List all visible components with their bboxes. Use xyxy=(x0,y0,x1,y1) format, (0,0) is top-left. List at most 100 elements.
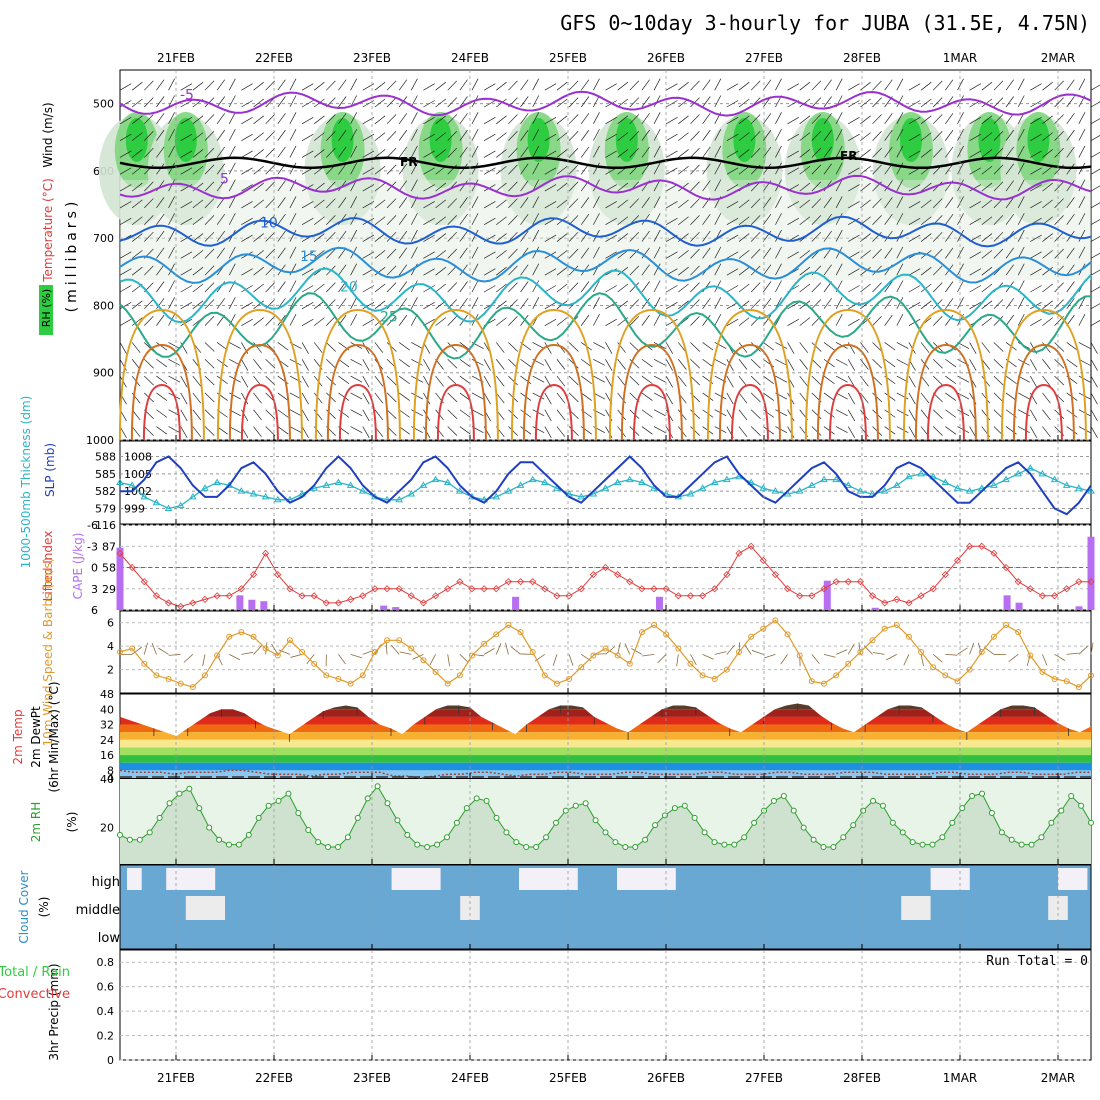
wind-barb xyxy=(471,280,479,293)
wind-barb xyxy=(678,409,687,421)
temp-tick-label: 16 xyxy=(100,749,114,762)
wind-barb xyxy=(617,199,629,209)
wind-barb xyxy=(738,216,750,226)
wind-barb xyxy=(483,392,491,405)
wind-barb xyxy=(787,302,799,310)
wind-barb xyxy=(653,280,661,293)
top-date-axis: 21FEB 22FEB 23FEB 24FEB 25FEB 26FEB 27FEB 28FEB… xyxy=(157,51,1075,65)
wind-barb xyxy=(872,282,882,293)
lifted-index-point xyxy=(1075,578,1083,586)
rh-point xyxy=(424,844,431,850)
wind-barb xyxy=(1066,264,1075,276)
wind-barb xyxy=(471,162,479,175)
wind-barb xyxy=(180,426,188,438)
wind-barb xyxy=(1005,146,1014,158)
wind-barb xyxy=(119,117,132,125)
wind-barb xyxy=(641,409,653,418)
rh-point xyxy=(652,822,659,829)
wind-barb xyxy=(520,375,532,385)
wind-barb xyxy=(993,114,1004,125)
wind-barb xyxy=(1090,252,1100,259)
wind-barb xyxy=(180,268,193,276)
wind-barb xyxy=(1018,426,1030,433)
wind-barb xyxy=(1078,112,1086,124)
wind-barb xyxy=(306,654,315,665)
rh-shade-inner xyxy=(527,118,550,162)
total-rain-label: Total / Rain xyxy=(0,965,70,980)
wind-barb xyxy=(726,83,739,91)
wind-barb xyxy=(629,114,640,125)
lifted-index-point xyxy=(541,585,549,593)
wind-barb xyxy=(835,213,843,225)
wind-barb xyxy=(848,133,860,141)
wind-barb xyxy=(653,313,661,326)
wind-barb xyxy=(629,198,640,209)
wind-barb xyxy=(119,268,132,276)
wind-barb xyxy=(326,198,336,209)
wind-barb xyxy=(532,246,540,259)
wind-barb xyxy=(799,182,811,192)
wind-barb xyxy=(1054,282,1064,293)
rh-point xyxy=(344,834,351,841)
wind-10m-label: 10m Wind Speed & Barbs (m/s) xyxy=(41,558,55,747)
wind-barb xyxy=(1090,392,1098,405)
cloud-cover-label: Cloud Cover xyxy=(17,870,31,943)
temp-tick-label: 8 xyxy=(107,764,114,777)
rh-point xyxy=(503,829,510,836)
wind-barb xyxy=(1042,317,1053,326)
wind-barb xyxy=(848,201,860,209)
wind-barb xyxy=(520,163,529,175)
wind-speed-point xyxy=(117,649,123,655)
wind-barb xyxy=(690,316,700,326)
wind-barb xyxy=(896,179,904,192)
wind-barb xyxy=(702,298,711,310)
wind-barb xyxy=(993,97,1004,108)
wind-barb xyxy=(1078,229,1086,242)
wind-barb xyxy=(277,247,286,259)
rh-shade-inner xyxy=(811,118,834,162)
rh-point xyxy=(939,834,946,841)
wind-barb xyxy=(156,281,165,293)
wind-barb xyxy=(471,263,479,276)
lifted-index-point xyxy=(213,592,221,600)
rh-point xyxy=(305,827,312,833)
wind-barb xyxy=(1078,375,1091,383)
wind-barb xyxy=(847,392,856,405)
wind-barb xyxy=(447,215,457,225)
wind-speed-point xyxy=(359,672,366,679)
wind-barb xyxy=(957,179,964,192)
wind-barb xyxy=(168,358,181,366)
wind-barb xyxy=(811,198,822,209)
wind-barb xyxy=(775,409,788,417)
thickness-point xyxy=(346,481,355,488)
thickness-point xyxy=(1002,475,1010,483)
wind-barb xyxy=(896,426,909,433)
wind-tick-label: 2 xyxy=(107,664,114,677)
thickness-point xyxy=(237,487,246,494)
wind-barb xyxy=(1017,95,1025,108)
wind-barb xyxy=(714,651,727,655)
wind-barb xyxy=(920,654,924,667)
temperature-arch xyxy=(632,383,671,441)
wind-barb xyxy=(629,97,640,108)
wind-barb xyxy=(969,217,982,226)
wind-barb xyxy=(678,359,687,370)
wind-barb xyxy=(216,298,226,310)
wind-barb xyxy=(326,342,336,352)
wind-barb xyxy=(945,214,954,225)
wind-barb xyxy=(435,81,447,91)
wind-barb xyxy=(1042,165,1053,175)
rh-point xyxy=(622,844,629,850)
wind-speed-point xyxy=(614,652,621,659)
date-label-top: 24FEB xyxy=(451,51,489,65)
wind-barb xyxy=(386,198,397,209)
rh-point xyxy=(325,844,332,850)
wind-barb xyxy=(726,167,739,175)
wind-barb xyxy=(398,392,410,401)
date-label-bottom: 27FEB xyxy=(745,1071,783,1085)
rh-point xyxy=(543,834,550,841)
wind-barb xyxy=(714,297,722,309)
lifted-index-point xyxy=(1051,592,1059,600)
wind-barb xyxy=(811,80,822,91)
wind-barb xyxy=(544,426,552,438)
